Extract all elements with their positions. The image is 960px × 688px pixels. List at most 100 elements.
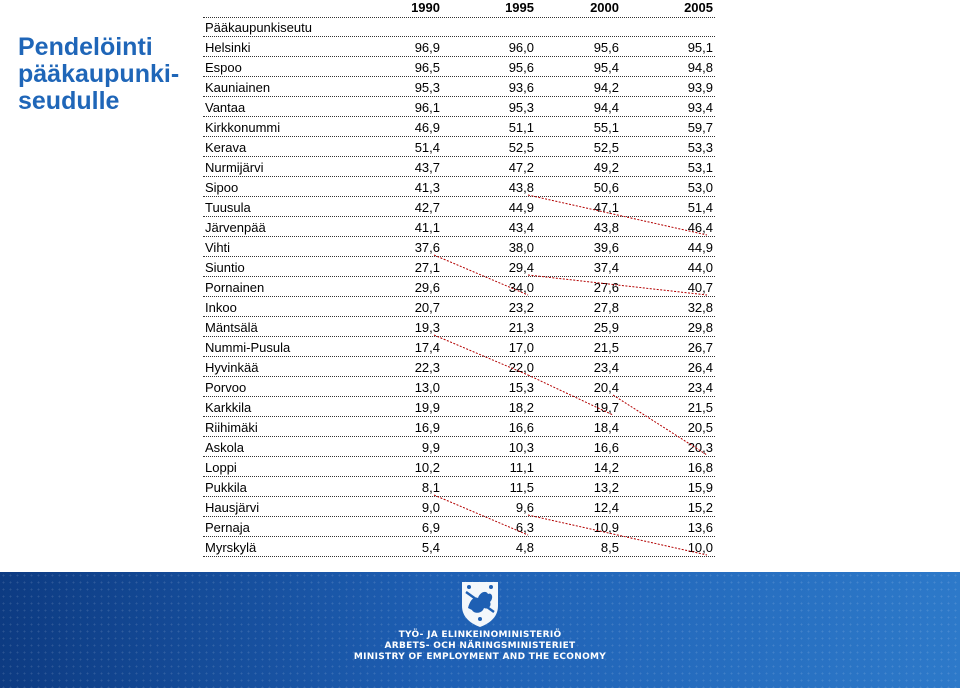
value-cell-2000: 27,8	[593, 300, 619, 315]
value-cell-1995: 15,3	[508, 380, 534, 395]
municipality-name: Hausjärvi	[205, 500, 260, 515]
municipality-name: Kirkkonummi	[205, 120, 281, 135]
value-cell-2005: 26,4	[687, 360, 713, 375]
value-cell-2005: 51,4	[687, 200, 713, 215]
value-cell-2005: 13,6	[687, 520, 713, 535]
table-row: Hyvinkää 22,3 22,0 23,4 26,4	[203, 357, 715, 377]
value-cell-1990: 96,9	[414, 40, 440, 55]
value-cell-1995: 52,5	[508, 140, 534, 155]
municipality-name: Porvoo	[205, 380, 247, 395]
value-cell-2005: 53,3	[687, 140, 713, 155]
year-header-2005: 2005	[684, 0, 713, 15]
ministry-name-english: MINISTRY OF EMPLOYMENT AND THE ECONOMY	[353, 652, 607, 662]
table-row: Riihimäki 16,9 16,6 18,4 20,5	[203, 417, 715, 437]
region-label: Pääkaupunkiseutu	[205, 20, 312, 35]
value-cell-2000: 52,5	[593, 140, 619, 155]
municipality-name: Siuntio	[205, 260, 245, 275]
region-heading-row: Pääkaupunkiseutu	[203, 17, 715, 37]
value-cell-1995: 47,2	[508, 160, 534, 175]
value-cell-1990: 96,5	[414, 60, 440, 75]
municipality-name: Hyvinkää	[205, 360, 259, 375]
value-cell-2000: 39,6	[593, 240, 619, 255]
value-cell-1990: 46,9	[414, 120, 440, 135]
value-cell-2005: 53,0	[687, 180, 713, 195]
table-row: Sipoo 41,3 43,8 50,6 53,0	[203, 177, 715, 197]
table-row: Pornainen 29,6 34,0 27,6 40,7	[203, 277, 715, 297]
table-row: Helsinki 96,9 96,0 95,6 95,1	[203, 37, 715, 57]
value-cell-2000: 23,4	[593, 360, 619, 375]
title-line-3: seudulle	[18, 87, 120, 115]
value-cell-1995: 34,0	[508, 280, 534, 295]
value-cell-2005: 40,7	[687, 280, 713, 295]
value-cell-2005: 44,9	[687, 240, 713, 255]
value-cell-1990: 37,6	[414, 240, 440, 255]
table-row: Inkoo 20,7 23,2 27,8 32,8	[203, 297, 715, 317]
value-cell-1990: 95,3	[414, 80, 440, 95]
value-cell-2000: 37,4	[593, 260, 619, 275]
value-cell-2000: 19,7	[593, 400, 619, 415]
value-cell-2000: 50,6	[593, 180, 619, 195]
value-cell-2000: 16,6	[593, 440, 619, 455]
value-cell-1990: 9,9	[421, 440, 440, 455]
municipality-name: Karkkila	[205, 400, 252, 415]
value-cell-1990: 5,4	[421, 540, 440, 555]
value-cell-2000: 8,5	[600, 540, 619, 555]
value-cell-1990: 19,9	[414, 400, 440, 415]
value-cell-2005: 16,8	[687, 460, 713, 475]
table-row: Espoo 96,5 95,6 95,4 94,8	[203, 57, 715, 77]
value-cell-1990: 51,4	[414, 140, 440, 155]
value-cell-2005: 21,5	[687, 400, 713, 415]
value-cell-2000: 95,6	[593, 40, 619, 55]
ministry-name-swedish: ARBETS- OCH NÄRINGSMINISTERIET	[384, 641, 576, 651]
value-cell-2000: 25,9	[593, 320, 619, 335]
value-cell-2000: 55,1	[593, 120, 619, 135]
table-row: Askola 9,9 10,3 16,6 20,3	[203, 437, 715, 457]
value-cell-1995: 95,6	[508, 60, 534, 75]
value-cell-2005: 93,9	[687, 80, 713, 95]
value-cell-2000: 49,2	[593, 160, 619, 175]
table-header: 1990 1995 2000 2005	[203, 0, 715, 17]
value-cell-1990: 96,1	[414, 100, 440, 115]
page-title: Pendelöinti pääkaupunki- seudulle	[18, 34, 198, 115]
value-cell-2005: 23,4	[687, 380, 713, 395]
value-cell-1995: 9,6	[515, 500, 534, 515]
municipality-name: Mäntsälä	[205, 320, 258, 335]
table-row: Kirkkonummi 46,9 51,1 55,1 59,7	[203, 117, 715, 137]
value-cell-1990: 29,6	[414, 280, 440, 295]
value-cell-2000: 10,9	[593, 520, 619, 535]
value-cell-1995: 17,0	[508, 340, 534, 355]
value-cell-2005: 15,9	[687, 480, 713, 495]
value-cell-2005: 20,3	[687, 440, 713, 455]
value-cell-2005: 20,5	[687, 420, 713, 435]
value-cell-1995: 16,6	[508, 420, 534, 435]
table-row: Pukkila 8,1 11,5 13,2 15,9	[203, 477, 715, 497]
municipality-name: Järvenpää	[205, 220, 266, 235]
table-row: Tuusula 42,7 44,9 47,1 51,4	[203, 197, 715, 217]
municipality-name: Vantaa	[205, 100, 246, 115]
value-cell-1995: 6,3	[515, 520, 534, 535]
table-row: Porvoo 13,0 15,3 20,4 23,4	[203, 377, 715, 397]
table-row: Mäntsälä 19,3 21,3 25,9 29,8	[203, 317, 715, 337]
title-line-2: pääkaupunki-	[18, 60, 180, 88]
value-cell-2005: 26,7	[687, 340, 713, 355]
value-cell-1995: 43,4	[508, 220, 534, 235]
value-cell-1995: 21,3	[508, 320, 534, 335]
value-cell-1990: 41,1	[414, 220, 440, 235]
value-cell-2005: 93,4	[687, 100, 713, 115]
value-cell-2005: 59,7	[687, 120, 713, 135]
value-cell-1990: 10,2	[414, 460, 440, 475]
commuting-table: 1990 1995 2000 2005 Pääkaupunkiseutu Hel…	[203, 0, 715, 557]
table-row: Karkkila 19,9 18,2 19,7 21,5	[203, 397, 715, 417]
municipality-name: Riihimäki	[205, 420, 258, 435]
municipality-name: Kerava	[205, 140, 247, 155]
value-cell-1995: 96,0	[508, 40, 534, 55]
municipality-name: Pornainen	[205, 280, 265, 295]
value-cell-1995: 93,6	[508, 80, 534, 95]
value-cell-1990: 27,1	[414, 260, 440, 275]
value-cell-2000: 20,4	[593, 380, 619, 395]
value-cell-2005: 95,1	[687, 40, 713, 55]
municipality-name: Kauniainen	[205, 80, 271, 95]
table-row: Loppi 10,2 11,1 14,2 16,8	[203, 457, 715, 477]
municipality-name: Inkoo	[205, 300, 237, 315]
table-row: Järvenpää 41,1 43,4 43,8 46,4	[203, 217, 715, 237]
